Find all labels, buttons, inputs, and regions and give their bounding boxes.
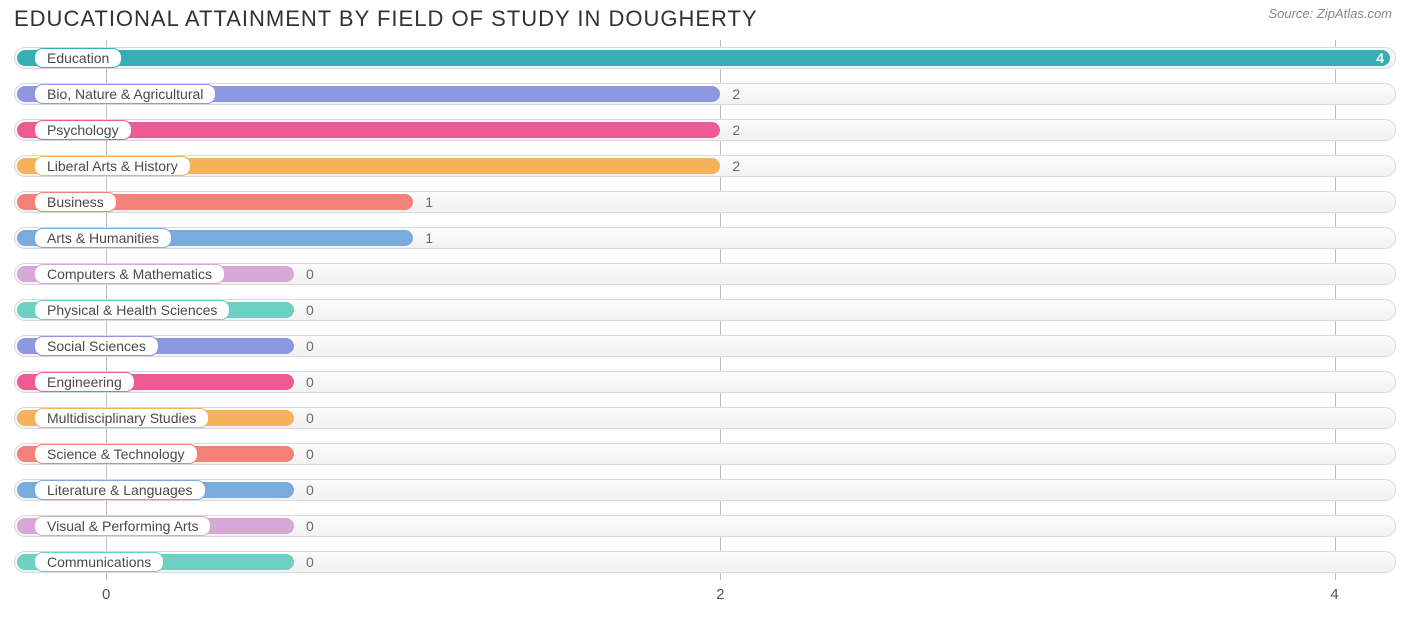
value-label: 0 bbox=[306, 338, 314, 354]
category-label: Arts & Humanities bbox=[34, 228, 172, 248]
bar-row: Arts & Humanities 1 bbox=[14, 220, 1396, 256]
bar-row: Social Sciences 0 bbox=[14, 328, 1396, 364]
value-label: 0 bbox=[306, 302, 314, 318]
value-label: 0 bbox=[306, 410, 314, 426]
value-label: 4 bbox=[1376, 50, 1384, 66]
category-label: Social Sciences bbox=[34, 336, 159, 356]
x-tick-label: 4 bbox=[1330, 586, 1338, 603]
bar-row: Physical & Health Sciences 0 bbox=[14, 292, 1396, 328]
x-tick-label: 0 bbox=[102, 586, 110, 603]
value-label: 2 bbox=[732, 122, 740, 138]
value-label: 2 bbox=[732, 86, 740, 102]
bar-row: Multidisciplinary Studies 0 bbox=[14, 400, 1396, 436]
category-label: Bio, Nature & Agricultural bbox=[34, 84, 216, 104]
plot-region: Education4Bio, Nature & Agricultural2Psy… bbox=[14, 40, 1396, 580]
chart-title: EDUCATIONAL ATTAINMENT BY FIELD OF STUDY… bbox=[14, 6, 758, 32]
category-label: Business bbox=[34, 192, 117, 212]
bar-row: Liberal Arts & History 2 bbox=[14, 148, 1396, 184]
category-label: Liberal Arts & History bbox=[34, 156, 191, 176]
category-label: Engineering bbox=[34, 372, 135, 392]
bar-row: Engineering 0 bbox=[14, 364, 1396, 400]
category-label: Education bbox=[34, 48, 122, 68]
value-label: 0 bbox=[306, 374, 314, 390]
bar-row: Bio, Nature & Agricultural 2 bbox=[14, 76, 1396, 112]
value-label: 1 bbox=[425, 194, 433, 210]
bar-fill bbox=[17, 50, 1390, 66]
value-label: 0 bbox=[306, 518, 314, 534]
value-label: 2 bbox=[732, 158, 740, 174]
category-label: Psychology bbox=[34, 120, 132, 140]
x-axis: 0 2 4 bbox=[14, 580, 1396, 610]
value-label: 0 bbox=[306, 266, 314, 282]
bar-row: Psychology 2 bbox=[14, 112, 1396, 148]
bar-row: Computers & Mathematics 0 bbox=[14, 256, 1396, 292]
value-label: 0 bbox=[306, 482, 314, 498]
category-label: Physical & Health Sciences bbox=[34, 300, 230, 320]
value-label: 0 bbox=[306, 554, 314, 570]
bar-row: Business 1 bbox=[14, 184, 1396, 220]
category-label: Communications bbox=[34, 552, 164, 572]
category-label: Science & Technology bbox=[34, 444, 198, 464]
bar-row: Visual & Performing Arts 0 bbox=[14, 508, 1396, 544]
header: EDUCATIONAL ATTAINMENT BY FIELD OF STUDY… bbox=[0, 0, 1406, 34]
category-label: Multidisciplinary Studies bbox=[34, 408, 209, 428]
x-tick-label: 2 bbox=[716, 586, 724, 603]
chart-area: Education4Bio, Nature & Agricultural2Psy… bbox=[14, 40, 1396, 610]
category-label: Visual & Performing Arts bbox=[34, 516, 211, 536]
value-label: 0 bbox=[306, 446, 314, 462]
category-label: Computers & Mathematics bbox=[34, 264, 225, 284]
bar-row: Education 4 bbox=[14, 40, 1396, 76]
category-label: Literature & Languages bbox=[34, 480, 206, 500]
source-attribution: Source: ZipAtlas.com bbox=[1268, 6, 1392, 21]
bar-row: Communications 0 bbox=[14, 544, 1396, 580]
bar-row: Literature & Languages 0 bbox=[14, 472, 1396, 508]
bar-row: Science & Technology 0 bbox=[14, 436, 1396, 472]
value-label: 1 bbox=[425, 230, 433, 246]
